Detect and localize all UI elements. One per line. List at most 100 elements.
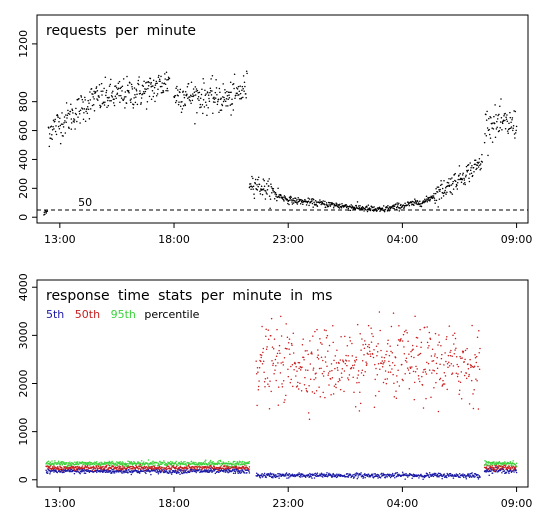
data-point [515, 465, 517, 468]
data-point [429, 474, 432, 476]
data-point [446, 476, 448, 479]
data-point [349, 340, 352, 342]
data-point [67, 464, 70, 467]
data-point [351, 355, 354, 357]
data-point [450, 349, 452, 352]
data-point [286, 477, 288, 479]
data-point [333, 385, 336, 387]
legend-50th: 50th [75, 308, 100, 321]
data-point [246, 72, 248, 75]
data-point [398, 202, 400, 205]
data-point [93, 90, 95, 93]
data-point [508, 127, 511, 130]
data-point [385, 476, 387, 478]
data-point [52, 125, 54, 128]
data-point [93, 109, 96, 112]
data-point [444, 375, 447, 377]
data-point [226, 90, 228, 93]
data-point [91, 104, 94, 107]
data-point [438, 334, 440, 336]
data-point [481, 161, 484, 163]
data-point [505, 471, 508, 474]
data-point [420, 473, 422, 476]
data-point [465, 174, 467, 177]
data-point [401, 474, 404, 477]
data-point [445, 193, 447, 195]
data-point [391, 368, 393, 370]
x-tick-label: 23:00 [272, 497, 304, 510]
data-point [515, 471, 518, 474]
data-point [147, 87, 149, 90]
data-point [358, 381, 360, 384]
data-point [507, 132, 509, 135]
legend-percentile: percentile [144, 308, 199, 321]
data-point [263, 472, 266, 475]
data-point [89, 99, 92, 101]
data-point [376, 475, 379, 477]
data-point [293, 368, 295, 371]
data-point [323, 473, 325, 475]
data-point [174, 469, 177, 471]
data-point [375, 345, 378, 347]
data-point [395, 472, 397, 474]
data-point [70, 470, 72, 473]
data-point [440, 180, 442, 182]
data-point [242, 75, 245, 77]
data-point [117, 82, 120, 84]
data-point [128, 92, 130, 94]
data-point [127, 89, 130, 92]
data-point [61, 112, 63, 114]
data-point [381, 356, 383, 358]
data-point [121, 462, 123, 465]
data-point [211, 74, 214, 77]
data-point [453, 173, 456, 176]
data-point [88, 117, 91, 120]
data-point [362, 343, 364, 346]
data-point [390, 474, 392, 476]
data-point [270, 334, 272, 337]
data-point [405, 357, 408, 359]
data-point [440, 357, 443, 360]
data-point [414, 198, 416, 200]
data-point [120, 470, 123, 472]
data-point [113, 468, 116, 470]
data-point [485, 113, 487, 116]
data-point [159, 466, 161, 468]
data-point [160, 75, 162, 78]
data-point [296, 203, 299, 205]
data-point [151, 467, 153, 469]
data-point [46, 210, 49, 213]
data-point [368, 343, 370, 346]
data-point [170, 473, 173, 475]
data-point [143, 80, 145, 82]
data-point [425, 475, 427, 478]
data-point [106, 96, 109, 99]
data-point [158, 74, 160, 77]
data-point [110, 99, 112, 102]
data-point [492, 468, 495, 470]
data-point [407, 201, 409, 203]
data-point [271, 346, 274, 348]
data-point [223, 470, 225, 473]
data-point [248, 460, 251, 463]
data-point [89, 108, 92, 110]
data-point [204, 462, 207, 464]
data-point [99, 467, 101, 470]
data-point [480, 167, 482, 170]
data-point [147, 464, 149, 466]
data-point [193, 461, 195, 464]
data-point [75, 463, 78, 466]
data-point [448, 177, 450, 180]
data-point [413, 202, 416, 204]
data-point [327, 374, 329, 376]
data-point [339, 379, 341, 382]
data-point [500, 464, 502, 467]
data-point [298, 367, 300, 370]
data-point [185, 469, 187, 471]
data-point [506, 120, 509, 122]
data-point [297, 196, 299, 199]
data-point [427, 474, 430, 476]
data-point [146, 468, 148, 471]
data-point [447, 474, 450, 476]
data-point [240, 463, 243, 465]
